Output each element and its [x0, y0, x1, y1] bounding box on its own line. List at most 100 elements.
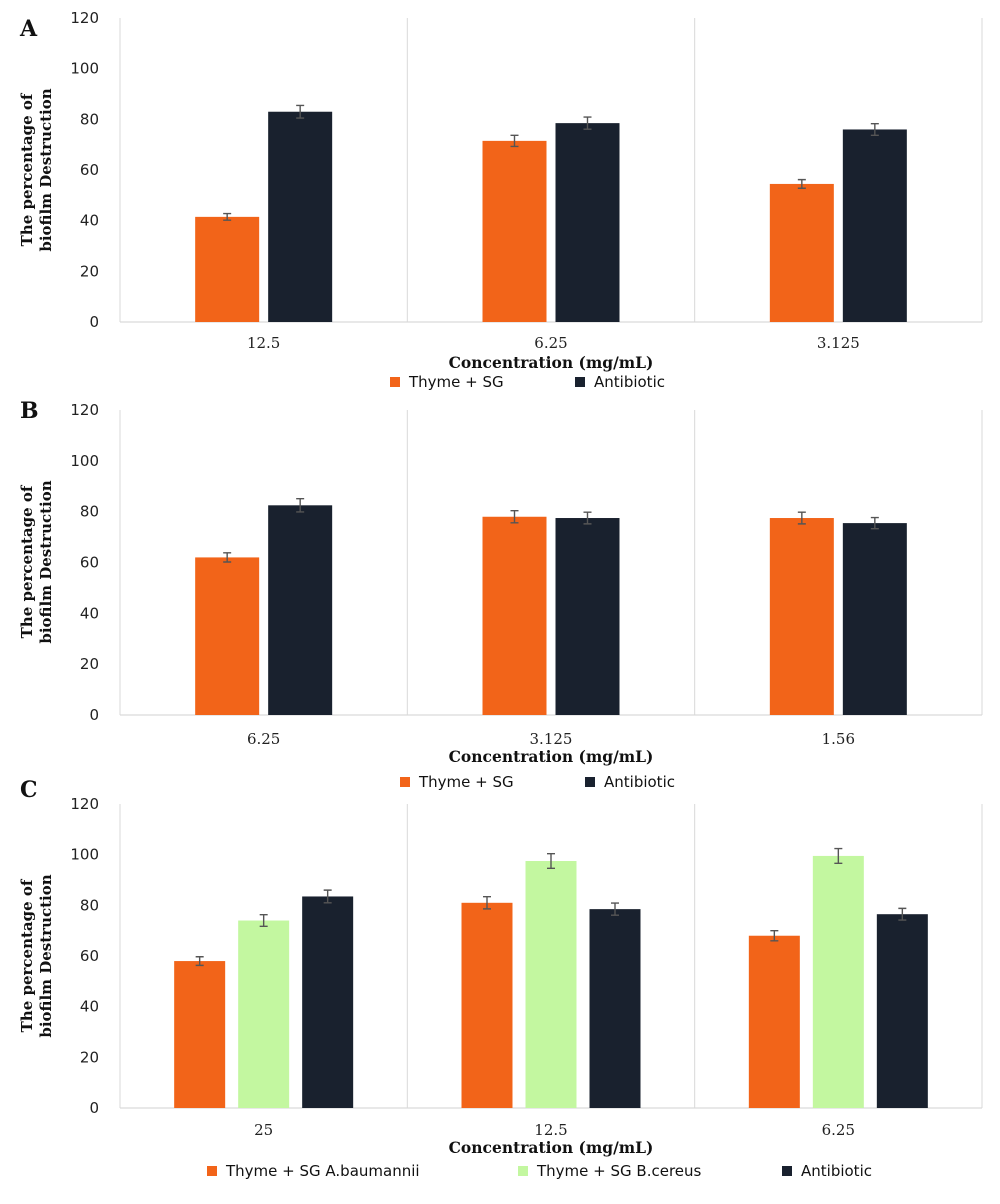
y-axis-title-line-1: The percentage of [18, 92, 36, 246]
x-axis-title: Concentration (mg/mL) [449, 747, 654, 766]
error-bar [510, 134, 519, 148]
y-tick-label: 100 [70, 452, 99, 470]
y-tick-label: 40 [80, 604, 99, 622]
bar-b-s0-c0 [195, 557, 260, 715]
y-axis-title-line-2: biofilm Destruction [37, 874, 55, 1037]
bar-b-s1-c1 [555, 518, 620, 715]
chart-panel-b: B 0 20 40 60 80 100 120 6.25 3.125 1.56 Concentrati… [18, 398, 983, 791]
legend-swatch-2 [782, 1166, 792, 1176]
bar-a-s0-c2 [769, 183, 834, 322]
error-bar [323, 889, 332, 904]
y-tick-label: 80 [80, 896, 99, 914]
bar-a-s1-c0 [268, 111, 333, 322]
bar-c-s2-c0 [302, 896, 354, 1108]
panel-letter: B [20, 398, 39, 424]
legend-entry-0: Thyme + SG A.baumannii [225, 1162, 420, 1180]
y-axis-title: The percentage ofbiofilm Destruction [18, 874, 55, 1037]
y-tick-label: 40 [80, 998, 99, 1016]
y-axis-title-line-2: biofilm Destruction [37, 88, 55, 251]
y-tick-label: 0 [89, 1099, 99, 1117]
legend-swatch-1 [585, 777, 595, 787]
x-tick-label: 1.56 [822, 730, 855, 748]
error-bar [770, 929, 779, 942]
legend-swatch-0 [207, 1166, 217, 1176]
error-bar [898, 907, 907, 921]
legend-entry-2: Antibiotic [801, 1162, 872, 1180]
error-bar [834, 847, 843, 864]
error-bar [797, 511, 806, 525]
y-tick-label: 80 [80, 503, 99, 521]
error-bar [195, 956, 204, 967]
y-tick-label: 80 [80, 110, 99, 128]
bar-b-s0-c2 [769, 518, 834, 715]
legend-swatch-0 [400, 777, 410, 787]
x-tick-label: 3.125 [817, 334, 860, 352]
legend-entry-0: Thyme + SG [408, 373, 504, 391]
x-tick-label: 6.25 [534, 334, 567, 352]
error-bar [483, 896, 491, 910]
error-bar [870, 516, 879, 530]
bar-c-s1-c2 [812, 855, 864, 1108]
error-bar [583, 116, 592, 130]
x-tick-label: 12.5 [247, 334, 280, 352]
y-tick-label: 60 [80, 161, 99, 179]
bar-a-s1-c2 [842, 129, 907, 322]
error-bar [510, 509, 519, 524]
y-tick-label: 0 [89, 313, 99, 331]
y-tick-label: 20 [80, 1048, 99, 1066]
bar-c-s0-c0 [174, 961, 226, 1108]
x-tick-label: 6.25 [822, 1121, 855, 1139]
legend-swatch-1 [575, 377, 585, 387]
legend-swatch-1 [518, 1166, 528, 1176]
bar-a-s0-c1 [482, 140, 547, 322]
error-bar [797, 178, 806, 189]
error-bar [296, 498, 305, 513]
legend: Thyme + SG A.baumannii Thyme + SG B.cereu… [207, 1162, 872, 1180]
y-tick-label: 20 [80, 655, 99, 673]
legend-entry-0: Thyme + SG [418, 773, 514, 791]
x-axis-title: Concentration (mg/mL) [449, 353, 654, 372]
bar-b-s0-c1 [482, 516, 547, 715]
panel-letter: C [20, 777, 38, 803]
bar-a-s0-c0 [195, 216, 260, 322]
y-tick-label: 100 [70, 60, 99, 78]
error-bar [611, 902, 619, 916]
y-tick-label: 120 [70, 9, 99, 27]
x-tick-label: 25 [254, 1121, 273, 1139]
legend-entry-1: Antibiotic [594, 373, 665, 391]
bar-c-s1-c1 [525, 861, 577, 1108]
y-tick-label: 60 [80, 947, 99, 965]
panel-letter: A [19, 16, 38, 42]
legend: Thyme + SG Antibiotic [400, 773, 675, 791]
y-axis-title-line-2: biofilm Destruction [37, 480, 55, 643]
legend-swatch-0 [390, 377, 400, 387]
legend-entry-1: Thyme + SG B.cereus [536, 1162, 702, 1180]
y-tick-label: 60 [80, 554, 99, 572]
legend-entry-1: Antibiotic [604, 773, 675, 791]
y-axis-title: The percentage ofbiofilm Destruction [18, 88, 55, 251]
bar-c-s0-c1 [461, 902, 513, 1108]
bar-c-s1-c0 [238, 920, 290, 1108]
error-bar [223, 552, 232, 563]
y-axis-title-line-1: The percentage of [18, 484, 36, 638]
x-axis-title: Concentration (mg/mL) [449, 1138, 654, 1157]
x-tick-label: 6.25 [247, 730, 280, 748]
bar-a-s1-c1 [555, 123, 620, 322]
y-axis-title: The percentage ofbiofilm Destruction [18, 480, 55, 643]
error-bar [870, 122, 879, 136]
error-bar [296, 104, 305, 119]
y-axis-title-line-1: The percentage of [18, 878, 36, 1032]
error-bar [223, 212, 232, 221]
bar-c-s2-c1 [589, 909, 641, 1108]
y-tick-label: 40 [80, 212, 99, 230]
y-tick-label: 100 [70, 846, 99, 864]
y-tick-label: 120 [70, 401, 99, 419]
x-tick-label: 12.5 [534, 1121, 567, 1139]
y-tick-label: 20 [80, 262, 99, 280]
legend: Thyme + SG Antibiotic [390, 373, 665, 391]
chart-panel-c: C 0 20 40 60 80 100 120 25 12.5 6.25 Concentration … [18, 777, 983, 1180]
bar-b-s1-c2 [842, 523, 907, 715]
error-bar [259, 914, 268, 928]
bar-c-s2-c2 [876, 914, 928, 1108]
bar-c-s0-c2 [748, 935, 800, 1108]
